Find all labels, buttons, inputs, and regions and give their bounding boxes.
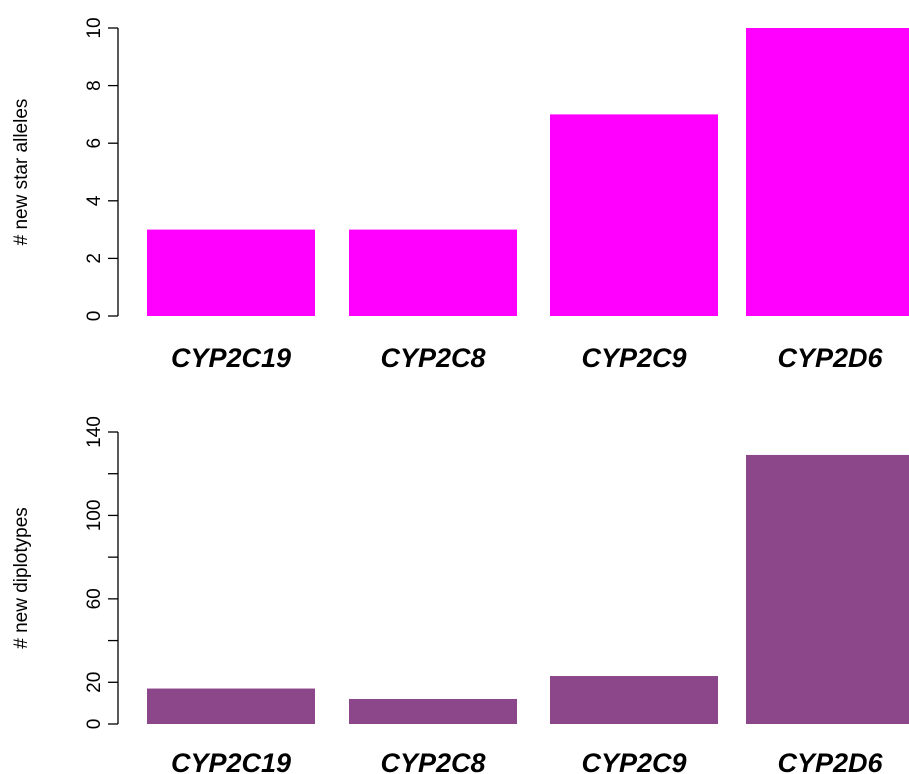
bar-cyp2d6: [746, 454, 909, 724]
bar-cyp2c19: [147, 229, 315, 316]
y-tick-label: 4: [84, 195, 105, 206]
bar-cyp2c8: [349, 698, 517, 724]
y-tick-label: 140: [84, 416, 105, 448]
y-tick-label: 100: [84, 500, 105, 532]
y-axis-title: # new diplotypes: [11, 507, 32, 649]
bar-cyp2d6: [746, 28, 909, 316]
category-label-cyp2c9: CYP2C9: [581, 748, 686, 774]
bar-cyp2c19: [147, 688, 315, 724]
category-label-cyp2c8: CYP2C8: [380, 343, 485, 373]
y-tick-label: 2: [84, 253, 105, 264]
star-alleles-chart: 0 2 4 6 8 10 # new star alleles CYP2C19 CYP2C8 CY…: [11, 17, 909, 373]
y-tick-label: 20: [84, 672, 105, 693]
category-label-cyp2c9: CYP2C9: [581, 343, 686, 373]
category-label-cyp2c8: CYP2C8: [380, 748, 485, 774]
bar-cyp2c9: [550, 676, 718, 724]
y-tick-label: 0: [84, 719, 105, 730]
category-label-cyp2d6: CYP2D6: [777, 748, 883, 774]
category-label-cyp2c19: CYP2C19: [171, 748, 291, 774]
y-tick-label: 0: [84, 311, 105, 322]
y-tick-label: 60: [84, 588, 105, 609]
category-label-cyp2d6: CYP2D6: [777, 343, 883, 373]
y-tick-label: 8: [84, 80, 105, 91]
bar-cyp2c9: [550, 114, 718, 317]
bar-cyp2c8: [349, 229, 517, 316]
category-label-cyp2c19: CYP2C19: [171, 343, 291, 373]
y-axis-title: # new star alleles: [11, 99, 32, 246]
diplotypes-chart: 0 20 60 100 140 # new diplotypes CYP2C19 CYP2C8…: [11, 416, 909, 774]
y-tick-label: 10: [84, 17, 105, 38]
y-tick-label: 6: [84, 138, 105, 149]
